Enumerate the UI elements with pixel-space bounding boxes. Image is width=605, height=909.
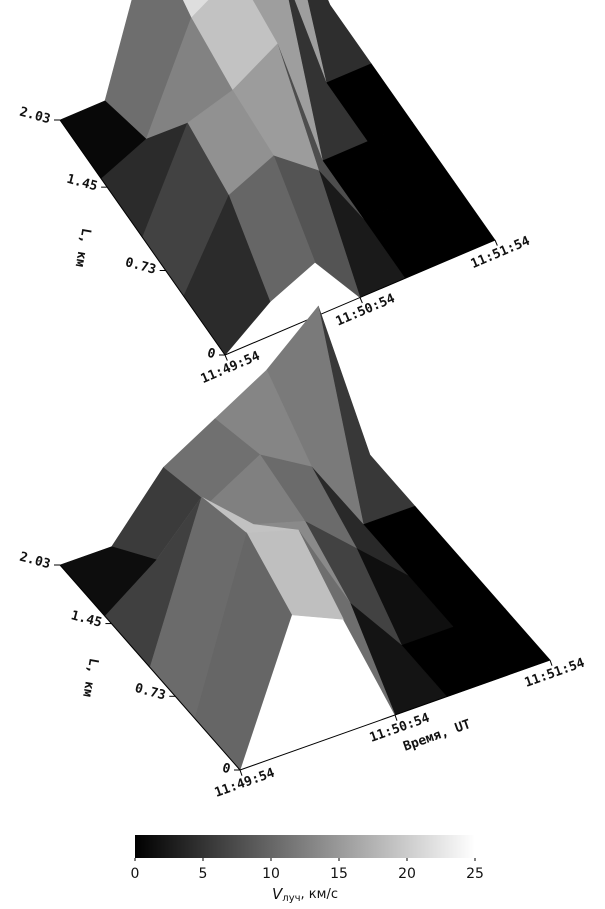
colorbar-tick-label: 5 — [199, 866, 208, 882]
colorbar-tick-label: 25 — [466, 866, 484, 882]
y-axis-label: L, км — [72, 227, 94, 268]
x-tick-mark — [549, 659, 553, 666]
y-tick-label: 2.03 — [18, 105, 52, 128]
y-tick-label: 1.45 — [69, 608, 103, 631]
x-tick-label: 11:50:54 — [334, 291, 398, 329]
x-tick-mark — [394, 714, 398, 721]
subscript: луч — [282, 893, 300, 904]
colorbar — [135, 835, 475, 858]
y-tick-label: 1.45 — [65, 172, 99, 195]
colorbar-tick-label: 20 — [398, 866, 416, 882]
y-tick-label: 0.73 — [123, 255, 157, 278]
y-axis-label: L, км — [79, 657, 101, 698]
l-axis — [59, 564, 241, 771]
x-tick-mark — [224, 354, 228, 361]
y-tick-label: 0.73 — [133, 681, 167, 704]
y-tick-label: 0 — [205, 346, 217, 363]
l-axis — [59, 119, 226, 356]
symbol: V — [272, 885, 284, 903]
unit: , км/с — [301, 887, 338, 902]
colorbar-label: Vлуч, км/с — [272, 885, 338, 905]
x-tick-mark — [359, 297, 363, 304]
x-tick: 11:49:54 — [213, 766, 277, 801]
y-tick-label: 0 — [220, 761, 232, 778]
colorbar-tick-label: 0 — [131, 866, 140, 882]
x-tick-mark — [239, 769, 243, 776]
colorbar-tick-label: 15 — [330, 866, 348, 882]
colorbar-tick-label: 10 — [262, 866, 280, 882]
x-tick-mark — [494, 239, 498, 246]
y-tick-label: 2.03 — [18, 550, 52, 573]
